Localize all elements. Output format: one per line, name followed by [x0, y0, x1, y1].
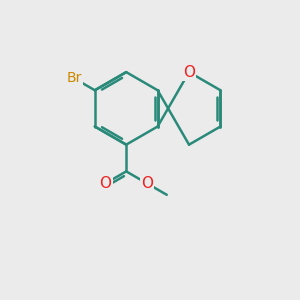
- Text: O: O: [183, 64, 195, 80]
- Text: Br: Br: [67, 71, 82, 85]
- Text: O: O: [141, 176, 153, 191]
- Text: O: O: [99, 176, 111, 191]
